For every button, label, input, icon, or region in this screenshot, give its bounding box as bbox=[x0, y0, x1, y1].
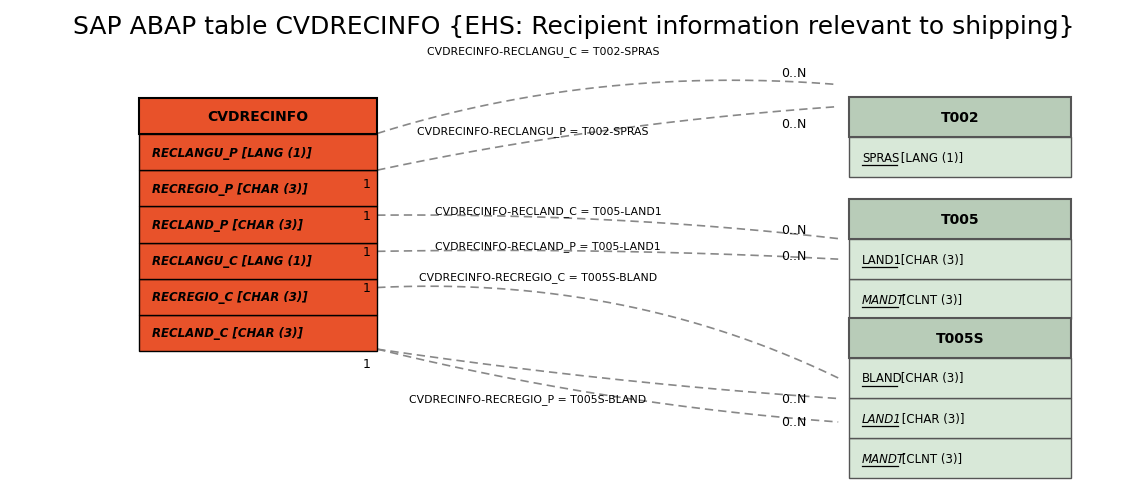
Text: [CLNT (3)]: [CLNT (3)] bbox=[898, 452, 962, 465]
FancyBboxPatch shape bbox=[848, 398, 1071, 438]
Text: 1: 1 bbox=[363, 357, 371, 370]
FancyBboxPatch shape bbox=[139, 135, 378, 171]
Text: T005S: T005S bbox=[936, 331, 984, 345]
FancyBboxPatch shape bbox=[139, 243, 378, 279]
Text: RECLAND_P [CHAR (3)]: RECLAND_P [CHAR (3)] bbox=[153, 219, 303, 231]
FancyBboxPatch shape bbox=[848, 358, 1071, 398]
Text: 0..N: 0..N bbox=[782, 416, 807, 428]
Text: CVDRECINFO: CVDRECINFO bbox=[208, 110, 309, 123]
Text: MANDT: MANDT bbox=[862, 452, 905, 465]
Text: 1: 1 bbox=[363, 282, 371, 294]
Text: RECREGIO_C [CHAR (3)]: RECREGIO_C [CHAR (3)] bbox=[153, 291, 308, 304]
FancyBboxPatch shape bbox=[139, 279, 378, 315]
Text: RECLAND_C [CHAR (3)]: RECLAND_C [CHAR (3)] bbox=[153, 327, 303, 340]
Text: 0..N: 0..N bbox=[782, 118, 807, 131]
Text: 0..N: 0..N bbox=[782, 249, 807, 262]
FancyBboxPatch shape bbox=[848, 240, 1071, 280]
Text: RECLANGU_C [LANG (1)]: RECLANGU_C [LANG (1)] bbox=[153, 255, 312, 267]
Text: [CLNT (3)]: [CLNT (3)] bbox=[898, 293, 962, 306]
FancyBboxPatch shape bbox=[848, 98, 1071, 138]
FancyBboxPatch shape bbox=[848, 200, 1071, 240]
Text: 0..N: 0..N bbox=[782, 392, 807, 405]
Text: 1: 1 bbox=[363, 178, 371, 191]
FancyBboxPatch shape bbox=[139, 207, 378, 243]
Text: [CHAR (3)]: [CHAR (3)] bbox=[898, 372, 964, 385]
FancyBboxPatch shape bbox=[848, 438, 1071, 478]
Text: CVDRECINFO-RECREGIO_C = T005S-BLAND: CVDRECINFO-RECREGIO_C = T005S-BLAND bbox=[419, 272, 657, 283]
Text: [CHAR (3)]: [CHAR (3)] bbox=[898, 412, 964, 425]
Text: CVDRECINFO-RECLANGU_C = T002-SPRAS: CVDRECINFO-RECLANGU_C = T002-SPRAS bbox=[427, 46, 659, 57]
Text: T002: T002 bbox=[940, 111, 979, 125]
Text: RECLANGU_P [LANG (1)]: RECLANGU_P [LANG (1)] bbox=[153, 146, 312, 159]
FancyBboxPatch shape bbox=[139, 315, 378, 351]
Text: RECREGIO_P [CHAR (3)]: RECREGIO_P [CHAR (3)] bbox=[153, 183, 308, 195]
Text: 1: 1 bbox=[363, 245, 371, 258]
Text: LAND1: LAND1 bbox=[862, 412, 902, 425]
Text: MANDT: MANDT bbox=[862, 293, 905, 306]
Text: CVDRECINFO-RECREGIO_P = T005S-BLAND: CVDRECINFO-RECREGIO_P = T005S-BLAND bbox=[409, 394, 646, 405]
Text: SAP ABAP table CVDRECINFO {EHS: Recipient information relevant to shipping}: SAP ABAP table CVDRECINFO {EHS: Recipien… bbox=[73, 15, 1075, 39]
Text: BLAND: BLAND bbox=[862, 372, 902, 385]
FancyBboxPatch shape bbox=[139, 99, 378, 135]
FancyBboxPatch shape bbox=[848, 280, 1071, 320]
FancyBboxPatch shape bbox=[139, 171, 378, 207]
Text: [LANG (1)]: [LANG (1)] bbox=[898, 152, 963, 164]
Text: 1: 1 bbox=[363, 209, 371, 222]
Text: CVDRECINFO-RECLAND_C = T005-LAND1: CVDRECINFO-RECLAND_C = T005-LAND1 bbox=[435, 205, 661, 216]
Text: SPRAS: SPRAS bbox=[862, 152, 899, 164]
Text: LAND1: LAND1 bbox=[862, 253, 902, 266]
Text: [CHAR (3)]: [CHAR (3)] bbox=[898, 253, 964, 266]
FancyBboxPatch shape bbox=[848, 318, 1071, 358]
FancyBboxPatch shape bbox=[848, 138, 1071, 178]
Text: CVDRECINFO-RECLAND_P = T005-LAND1: CVDRECINFO-RECLAND_P = T005-LAND1 bbox=[435, 241, 661, 251]
Text: 0..N: 0..N bbox=[782, 67, 807, 80]
Text: CVDRECINFO-RECLANGU_P = T002-SPRAS: CVDRECINFO-RECLANGU_P = T002-SPRAS bbox=[417, 126, 649, 137]
Text: T005: T005 bbox=[940, 213, 979, 226]
Text: 0..N: 0..N bbox=[782, 224, 807, 237]
